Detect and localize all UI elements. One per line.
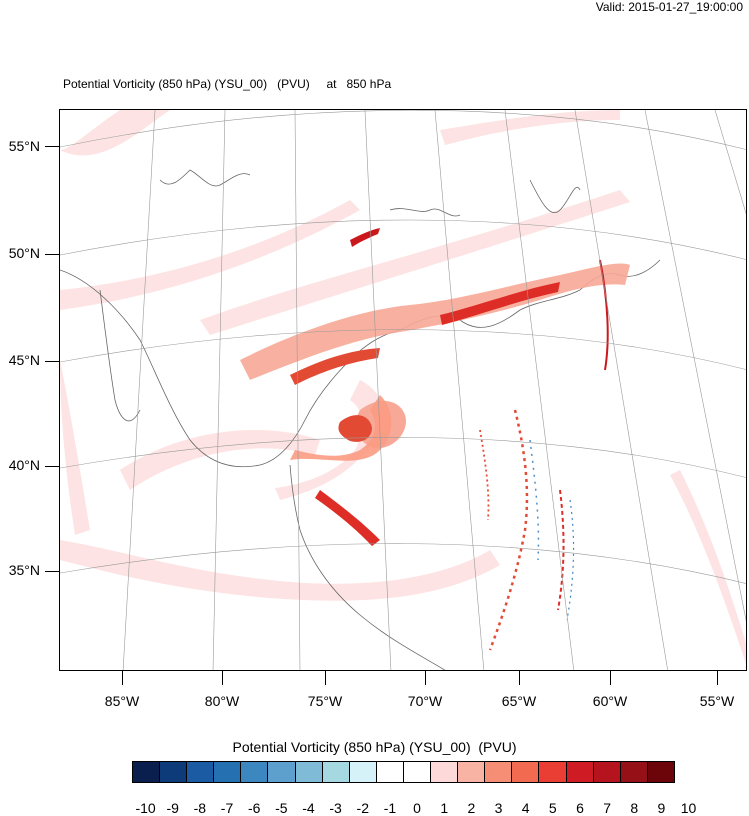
plot-title: Potential Vorticity (850 hPa) (YSU_00) (… (63, 77, 392, 91)
lon-tick (325, 671, 326, 685)
lon-label-55w: 55°W (699, 693, 735, 709)
colorbar-label: -7 (220, 800, 234, 816)
colorbar-label: -1 (383, 800, 397, 816)
lat-label-45n: 45°N (8, 352, 40, 368)
lon-label-75w: 75°W (307, 693, 343, 709)
colorbar-swatch (133, 762, 161, 782)
lat-label-50n: 50°N (8, 245, 40, 261)
colorbar-label: -5 (275, 800, 288, 816)
lon-label-80w: 80°W (204, 693, 240, 709)
colorbar (132, 761, 675, 783)
colorbar-label: -3 (329, 800, 342, 816)
colorbar-swatch (458, 762, 486, 782)
colorbar-swatch (376, 762, 404, 782)
colorbar-label: 7 (603, 800, 612, 816)
colorbar-swatch (620, 762, 648, 782)
lon-label-60w: 60°W (592, 693, 628, 709)
lat-tick (45, 466, 59, 467)
map-panel (59, 109, 747, 671)
colorbar-label: 6 (576, 800, 584, 816)
colorbar-label: -8 (193, 800, 207, 816)
colorbar-swatch (322, 762, 350, 782)
lat-label-35n: 35°N (8, 562, 40, 578)
colorbar-swatch (187, 762, 215, 782)
lat-tick (45, 361, 59, 362)
colorbar-title: Potential Vorticity (850 hPa) (YSU_00) (… (232, 739, 517, 755)
graticule (60, 110, 746, 670)
colorbar-swatch (160, 762, 188, 782)
colorbar-swatch (485, 762, 513, 782)
lat-label-55n: 55°N (8, 138, 40, 154)
lat-tick (45, 146, 59, 147)
colorbar-label: 1 (440, 800, 449, 816)
lat-tick (45, 254, 59, 255)
lon-tick (122, 671, 123, 685)
lon-tick (425, 671, 426, 685)
lat-label-40n: 40°N (8, 457, 40, 473)
lon-tick (717, 671, 718, 685)
valid-time: Valid: 2015-01-27_19:00:00 (595, 0, 743, 14)
colorbar-label: 0 (413, 800, 421, 816)
colorbar-swatch (349, 762, 377, 782)
lon-tick (519, 671, 520, 685)
colorbar-label: -6 (247, 800, 261, 816)
lon-label-70w: 70°W (407, 693, 443, 709)
colorbar-label: 8 (630, 800, 639, 816)
lon-label-65w: 65°W (501, 693, 537, 709)
colorbar-swatch (214, 762, 242, 782)
colorbar-label: -2 (356, 800, 369, 816)
colorbar-swatch (431, 762, 459, 782)
colorbar-label: 5 (548, 800, 557, 816)
lat-tick (45, 571, 59, 572)
lon-tick (222, 671, 223, 685)
colorbar-label: -10 (135, 800, 156, 816)
colorbar-swatch (241, 762, 269, 782)
colorbar-label: 10 (680, 800, 697, 816)
colorbar-label: 2 (467, 800, 476, 816)
colorbar-swatch (268, 762, 296, 782)
colorbar-swatch (566, 762, 594, 782)
colorbar-swatch (593, 762, 621, 782)
colorbar-label: 4 (521, 800, 530, 816)
pv-features (240, 228, 630, 651)
colorbar-swatch (295, 762, 323, 782)
colorbar-label: 9 (657, 800, 666, 816)
map-canvas (60, 110, 746, 670)
colorbar-swatch (403, 762, 432, 782)
lon-tick (610, 671, 611, 685)
colorbar-swatch (512, 762, 540, 782)
colorbar-label: -9 (166, 800, 179, 816)
colorbar-swatch (647, 762, 674, 782)
colorbar-label: 3 (494, 800, 503, 816)
colorbar-label: -4 (302, 800, 315, 816)
lon-label-85w: 85°W (104, 693, 140, 709)
colorbar-swatch (539, 762, 567, 782)
